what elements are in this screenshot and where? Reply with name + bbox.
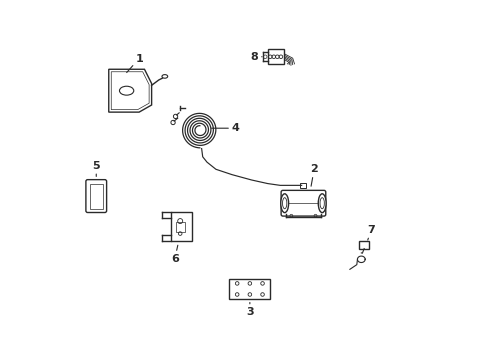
Bar	[299, 183, 305, 188]
Text: 5: 5	[92, 161, 100, 176]
Text: 2: 2	[310, 164, 317, 186]
Bar	[229, 279, 270, 299]
Bar	[171, 212, 192, 241]
Bar	[267, 49, 283, 64]
Ellipse shape	[318, 194, 325, 213]
Bar	[90, 184, 102, 208]
Text: 4: 4	[211, 123, 239, 133]
Text: 8: 8	[250, 52, 262, 62]
Ellipse shape	[280, 194, 288, 213]
Bar	[176, 222, 184, 232]
Bar	[358, 242, 368, 249]
Text: 1: 1	[126, 54, 142, 73]
Text: 6: 6	[170, 245, 179, 264]
Text: 7: 7	[366, 225, 374, 240]
Text: 3: 3	[245, 302, 253, 317]
